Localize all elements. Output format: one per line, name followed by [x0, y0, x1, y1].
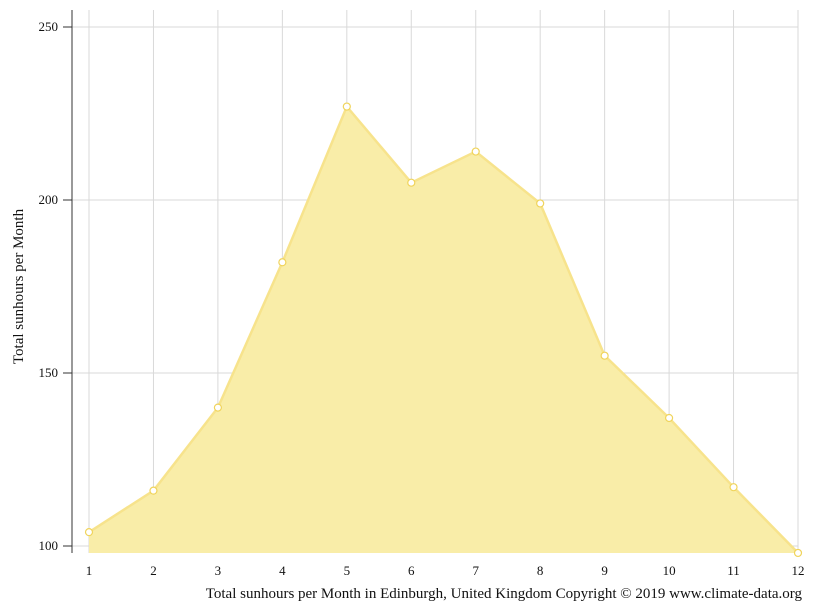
y-tick-label-100: 100 [39, 538, 59, 553]
x-tick-label-4: 4 [279, 563, 286, 578]
area-fill [89, 106, 798, 553]
data-point-3 [213, 403, 223, 412]
data-points [84, 102, 803, 558]
chart-caption: Total sunhours per Month in Edinburgh, U… [206, 586, 803, 602]
data-point-2 [149, 486, 158, 495]
y-tick-label-250: 250 [39, 19, 59, 34]
y-axis-title: Total sunhours per Month [11, 208, 27, 364]
data-point-4 [278, 258, 287, 267]
data-point-1 [84, 528, 94, 537]
data-point-11 [729, 483, 738, 492]
series-line [88, 104, 799, 554]
x-tick-label-9: 9 [601, 563, 608, 578]
data-point-12 [793, 548, 803, 558]
y-tick-label-150: 150 [39, 365, 59, 380]
x-tick-label-10: 10 [663, 563, 676, 578]
data-point-6 [407, 178, 416, 187]
x-tick-label-6: 6 [408, 563, 415, 578]
x-tick-label-12: 12 [792, 563, 805, 578]
x-tick-label-2: 2 [150, 563, 157, 578]
data-point-5 [342, 102, 351, 111]
y-tick-label-200: 200 [39, 192, 59, 207]
x-tick-label-7: 7 [472, 563, 479, 578]
x-tick-label-1: 1 [86, 563, 93, 578]
data-point-10 [664, 413, 674, 423]
x-axis-ticks: 1 2 3 4 5 6 7 8 9 10 11 12 [86, 563, 805, 578]
data-point-7 [471, 147, 480, 156]
x-tick-label-8: 8 [537, 563, 544, 578]
x-tick-label-3: 3 [215, 563, 222, 578]
data-point-8 [536, 199, 545, 208]
data-point-9 [600, 351, 609, 360]
x-tick-label-11: 11 [727, 563, 740, 578]
x-tick-label-5: 5 [344, 563, 351, 578]
y-axis-ticks: 100 150 200 250 [39, 19, 72, 553]
